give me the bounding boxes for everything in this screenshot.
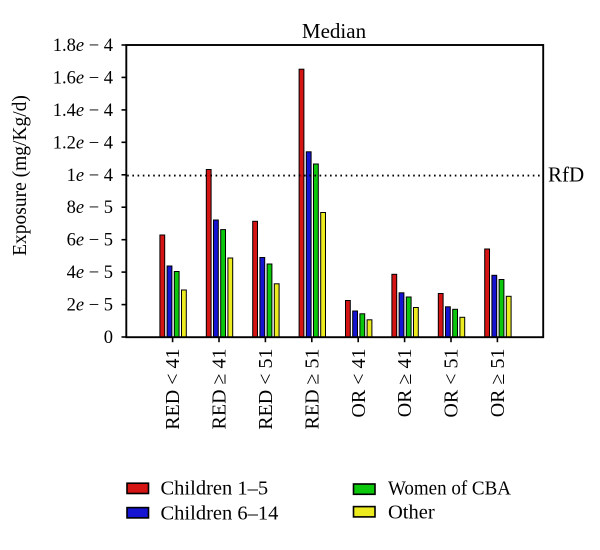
svg-text:Children 1–5: Children 1–5	[161, 478, 269, 500]
svg-text:Children 6–14: Children 6–14	[161, 503, 279, 525]
svg-text:1.4e − 4: 1.4e − 4	[53, 101, 113, 121]
svg-text:OR ≥ 41: OR ≥ 41	[394, 349, 416, 418]
svg-text:RED < 41: RED < 41	[162, 349, 184, 430]
svg-text:6e − 5: 6e − 5	[67, 231, 113, 251]
svg-text:RED ≥ 51: RED ≥ 51	[301, 349, 323, 430]
svg-text:2e − 5: 2e − 5	[67, 296, 113, 316]
svg-text:OR ≥ 51: OR ≥ 51	[487, 349, 509, 418]
svg-text:8e − 5: 8e − 5	[67, 198, 113, 218]
svg-text:1.6e − 4: 1.6e − 4	[53, 68, 113, 88]
svg-text:0: 0	[104, 328, 113, 348]
svg-text:Other: Other	[388, 502, 435, 524]
svg-text:OR < 51: OR < 51	[441, 349, 463, 418]
svg-text:1e − 4: 1e − 4	[67, 166, 113, 186]
svg-text:RfD: RfD	[548, 163, 584, 187]
svg-text:RED < 51: RED < 51	[255, 349, 277, 430]
svg-text:Median: Median	[302, 19, 367, 43]
svg-text:4e − 5: 4e − 5	[67, 263, 113, 283]
svg-text:1.2e − 4: 1.2e − 4	[53, 133, 113, 153]
svg-text:RED ≥ 41: RED ≥ 41	[209, 349, 231, 430]
svg-text:Exposure (mg/Kg/d): Exposure (mg/Kg/d)	[10, 95, 31, 256]
svg-text:OR < 41: OR < 41	[348, 349, 370, 418]
svg-text:Women of CBA: Women of CBA	[388, 478, 511, 500]
svg-text:1.8e − 4: 1.8e − 4	[53, 36, 113, 56]
